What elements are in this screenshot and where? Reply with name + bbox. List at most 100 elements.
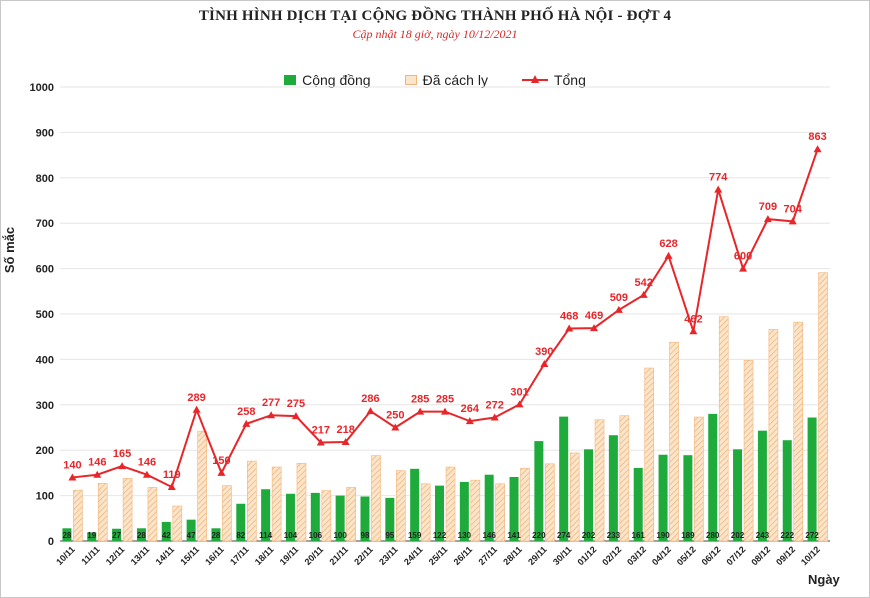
- bar-isolated: [147, 487, 158, 542]
- data-label-total: 165: [113, 448, 131, 460]
- total-point: [391, 423, 400, 431]
- total-point: [68, 473, 77, 481]
- y-tick-label: 700: [36, 218, 54, 230]
- data-label-total: 119: [163, 469, 181, 481]
- y-tick-label: 400: [36, 354, 54, 366]
- x-tick-label: 15/11: [178, 544, 201, 567]
- x-tick-label: 27/11: [476, 544, 499, 567]
- bar-isolated: [445, 466, 456, 542]
- data-label-total: 286: [361, 393, 379, 405]
- x-tick-label: 26/11: [452, 544, 475, 567]
- data-label-community: 42: [162, 531, 171, 540]
- data-label-total: 146: [138, 457, 156, 469]
- data-label-total: 277: [262, 397, 280, 409]
- y-tick-label: 0: [48, 536, 54, 548]
- bar-isolated: [495, 483, 505, 542]
- x-tick-label: 28/11: [501, 544, 524, 567]
- data-label-total: 600: [734, 251, 752, 263]
- total-point: [366, 407, 375, 415]
- total-point: [192, 405, 201, 413]
- bar-isolated: [172, 505, 183, 542]
- bar-community: [484, 474, 494, 541]
- bar-isolated: [73, 489, 83, 542]
- x-tick-labels: 10/11 11/11 12/11 13/11 14/11 15/11 16/11 17/11…: [54, 544, 822, 567]
- data-labels: 28 19 27 28 42 47 28 82 114 104 106 100 98 95 159 122 13…: [62, 131, 826, 540]
- data-label-total: 217: [312, 424, 330, 436]
- legend-swatch-total: [521, 75, 548, 85]
- total-point: [788, 217, 797, 225]
- total-point: [614, 305, 623, 313]
- bar-community: [757, 430, 767, 541]
- data-label-community: 274: [557, 531, 571, 540]
- bar-isolated: [122, 478, 133, 542]
- data-label-community: 28: [211, 531, 220, 540]
- data-label-total: 774: [709, 172, 728, 184]
- y-tick-label: 100: [36, 491, 54, 503]
- bar-isolated: [545, 463, 555, 542]
- total-point: [416, 407, 425, 415]
- data-label-total: 146: [88, 457, 106, 469]
- data-label-community: 220: [532, 531, 546, 540]
- bar-community: [435, 485, 444, 541]
- data-label-community: 28: [137, 531, 146, 540]
- x-tick-label: 09/12: [774, 544, 797, 567]
- bar-community: [708, 413, 718, 541]
- total-point: [739, 264, 748, 272]
- total-point: [639, 290, 648, 298]
- bar-community: [211, 528, 221, 541]
- data-label-community: 98: [361, 531, 370, 540]
- x-tick-label: 18/11: [253, 544, 276, 567]
- data-label-community: 243: [756, 531, 770, 540]
- bar-isolated: [470, 479, 481, 542]
- data-label-community: 202: [731, 531, 745, 540]
- total-point: [242, 419, 251, 427]
- y-tick-label: 600: [36, 264, 54, 276]
- data-label-community: 95: [385, 531, 394, 540]
- data-label-community: 100: [333, 531, 347, 540]
- data-label-total: 285: [411, 394, 429, 406]
- bar-community: [136, 528, 146, 541]
- legend-label-total: Tổng: [553, 72, 586, 88]
- data-label-community: 146: [482, 531, 496, 540]
- total-point: [118, 462, 127, 470]
- bar-community: [186, 519, 196, 541]
- bar-community: [584, 449, 594, 541]
- x-tick-label: 19/11: [278, 544, 301, 567]
- data-label-total: 709: [759, 201, 777, 213]
- y-tick-labels: 0 100 200 300 400 500 600 700 800 900 1000: [30, 82, 54, 548]
- bar-isolated: [197, 430, 207, 542]
- data-label-total: 272: [485, 400, 503, 412]
- bar-isolated: [818, 272, 828, 542]
- total-point: [664, 251, 673, 259]
- bar-community: [161, 521, 171, 541]
- data-label-community: 190: [656, 531, 670, 540]
- total-point: [689, 327, 698, 335]
- bar-community: [261, 489, 271, 541]
- y-tick-label: 800: [36, 173, 54, 185]
- data-label-total: 469: [585, 310, 603, 322]
- total-point: [515, 400, 524, 408]
- data-label-community: 159: [408, 531, 422, 540]
- bar-community: [87, 532, 97, 541]
- gridlines: [60, 86, 830, 542]
- total-point: [217, 468, 226, 476]
- total-line: [68, 145, 822, 490]
- data-label-total: 275: [287, 398, 305, 410]
- data-label-total: 250: [386, 410, 404, 422]
- data-label-total: 462: [684, 313, 702, 325]
- x-tick-label: 29/11: [526, 544, 549, 567]
- data-label-community: 189: [681, 531, 695, 540]
- y-tick-label: 500: [36, 309, 54, 321]
- data-label-community: 28: [62, 531, 71, 540]
- legend-item-community: Cộng đồng: [284, 72, 371, 88]
- legend-item-total: Tổng: [521, 72, 586, 88]
- data-label-total: 218: [336, 424, 354, 436]
- x-tick-label: 22/11: [352, 544, 375, 567]
- total-series-line: [72, 148, 819, 489]
- data-label-total: 150: [212, 455, 230, 467]
- data-label-community: 272: [805, 531, 819, 540]
- bar-isolated: [694, 416, 704, 542]
- total-point: [813, 145, 822, 153]
- data-label-community: 82: [236, 531, 245, 540]
- data-label-total: 509: [610, 292, 628, 304]
